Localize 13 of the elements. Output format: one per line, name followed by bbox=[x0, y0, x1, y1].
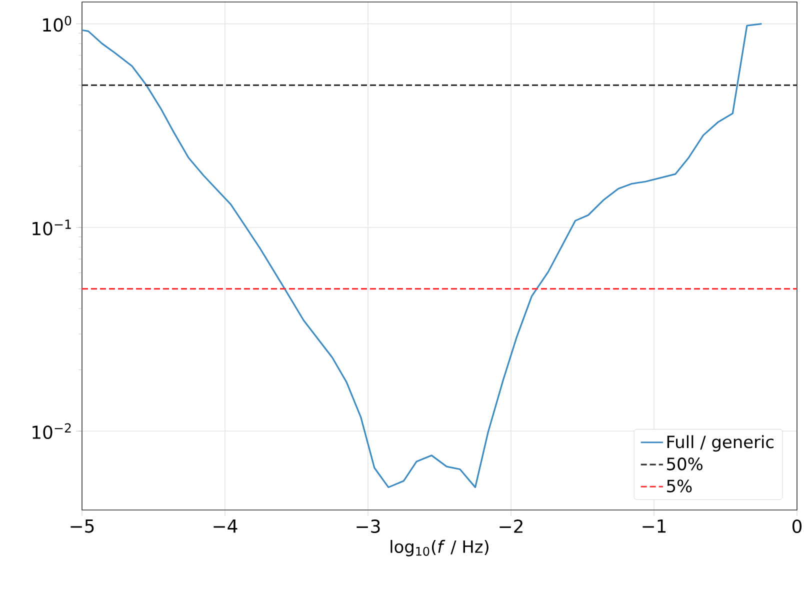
x-tick-label: 0 bbox=[792, 519, 802, 534]
y-tick-label: 10$^{0}$ bbox=[43, 16, 72, 32]
x-tick-label: −1 bbox=[642, 519, 666, 533]
y-tick-label: 10$^{−1}$ bbox=[32, 220, 71, 236]
x-tick-label: −5 bbox=[70, 519, 94, 533]
x-axis-title: log$_{10}$(f / Hz) bbox=[390, 540, 488, 556]
x-tick-label: −2 bbox=[500, 519, 522, 533]
legend-label: Full / generic bbox=[667, 435, 774, 452]
x-tick-label: −3 bbox=[356, 519, 380, 534]
x-tick-label: −4 bbox=[214, 519, 238, 533]
legend-label: 5% bbox=[667, 480, 692, 492]
y-tick-label: 10$^{−2}$ bbox=[32, 423, 71, 440]
legend-label: 50% bbox=[667, 458, 702, 470]
